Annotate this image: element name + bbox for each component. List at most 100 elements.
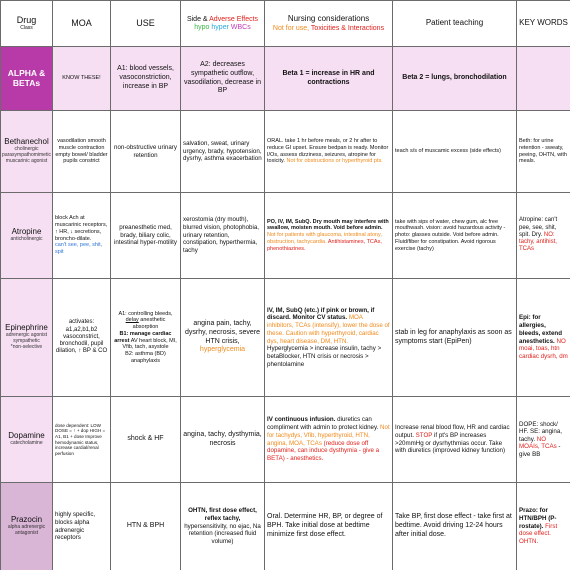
moa-mnemonic: can't see, pee, shit, spit: [55, 242, 103, 255]
header-drug-label: Drug: [16, 15, 37, 26]
nursing-not-for: MOA inhibitors, TCAs (intensify), lower …: [267, 314, 390, 345]
nursing-cell: PO, IV, IM, SubQ. Dry mouth may interfer…: [264, 192, 393, 279]
drug-cell: Prazocin alpha adrenergic antagonist: [0, 482, 53, 570]
header-drug-sub: Class: [20, 24, 33, 31]
table-row: Dopamine catecholamine dose dependent: L…: [0, 396, 570, 483]
nursing-infusion: IV continuous infusion.: [267, 416, 336, 424]
drug-name: Bethanechol: [4, 137, 49, 147]
header-patient-teaching: Patient teaching: [392, 0, 517, 47]
moa-cell: block Ach at muscarinic receptors, ↑ HR,…: [52, 192, 111, 279]
side-effects-first-dose: OHTN, first dose effect, reflex tachy,: [188, 507, 257, 522]
nursing-not-for: Not for patients with glaucoma, intestin…: [267, 232, 382, 245]
side-effects-cell: OHTN, first dose effect, reflex tachy, h…: [180, 482, 265, 570]
header-se-hyper: hyper: [211, 23, 229, 31]
side-effects-hyper: hyperglycemia: [199, 346, 246, 354]
side-effects-text: angina pain, tachy, dysrhy, necrosis, se…: [185, 320, 260, 345]
use-cell: A1: controlling bleeds, delay anesthetic…: [110, 278, 181, 397]
side-effects-cell: xerostomia (dry mouth), blurred vision, …: [180, 192, 265, 279]
keywords-bb: - give BB: [519, 443, 561, 458]
patient-stop: STOP: [415, 431, 433, 439]
table-row: Atropine anticholinergic block Ach at mu…: [0, 192, 570, 279]
moa-cell: vasodilation smooth muscle contraction e…: [52, 110, 111, 193]
use-anesthetic: anesthetic absorption: [132, 317, 166, 331]
keywords-cell: Atropine: can't pee, see, shit, spit. Dr…: [516, 192, 570, 279]
drug-cell: Dopamine catecholamine: [0, 396, 53, 483]
moa-cell: KNOW THESE!: [52, 46, 111, 111]
nursing-text: PO, IV, IM, SubQ. Dry mouth may interfer…: [267, 218, 389, 232]
patient-teaching-cell: Beta 2 = lungs, bronchodilation: [392, 46, 517, 111]
use-cell: non-obstructive urinary retention: [110, 110, 181, 193]
moa-cell: highly specific, blocks alpha adrenergic…: [52, 482, 111, 570]
nursing-toxicities: Hyperglycemia > increase insulin, tachy …: [267, 345, 382, 368]
drug-name: Prazocin: [10, 515, 43, 525]
header-keywords: KEY WORDS: [516, 0, 570, 47]
keywords-text: Atropine: can't pee, see, shit, spit. Dr…: [519, 217, 558, 238]
header-nursing-1: Nursing considerations: [287, 14, 370, 24]
use-cell: preanesthetic med, brady, biliary colic,…: [110, 192, 181, 279]
use-b2: B2: asthma (BD) anaphylaxis: [125, 350, 166, 364]
header-side-effects: Side & Adverse Effects hypo hyper WBCs: [180, 0, 265, 47]
table-row: Bethanechol cholinergic parasympathomime…: [0, 110, 570, 193]
nursing-cell: Oral. Determine HR, BP, or degree of BPH…: [264, 482, 393, 570]
patient-teaching-cell: Take BP, first dose effect - take first …: [392, 482, 517, 570]
side-effects-cell: A2: decreases sympathetic outflow, vasod…: [180, 46, 265, 111]
nursing-cell: Beta 1 = increase in HR and contractions: [264, 46, 393, 111]
use-cell: shock & HF: [110, 396, 181, 483]
drug-class: cholinergic parasympathomimetic muscarin…: [2, 146, 51, 164]
nursing-not-for: Not for tachydys, Vfib, hyperthyroid, HT…: [267, 424, 390, 447]
table-row: Epinephrine adrenergic agonist sympathet…: [0, 278, 570, 397]
patient-text: Increase renal blood flow, HR and cardia…: [395, 424, 510, 439]
drug-class: adrenergic agonist: [5, 332, 48, 339]
keywords-cell: Prazo: for HTN/BPH (P-rostate). First do…: [516, 482, 570, 570]
table-row: ALPHA & BETAs KNOW THESE! A1: blood vess…: [0, 46, 570, 111]
nursing-cell: ORAL. take 1 hr before meals, or 2 hr af…: [264, 110, 393, 193]
header-moa: MOA: [52, 0, 111, 47]
moa-cell: dose dependent: LOW DOSE = ↑ + dop HIGH …: [52, 396, 111, 483]
drug-class: anticholinergic: [10, 236, 43, 243]
patient-teaching-cell: teach s/s of muscamic excess (side effec…: [392, 110, 517, 193]
keywords-text: Epi: for allergies, bleeds, extend anest…: [519, 314, 562, 345]
header-nursing: Nursing considerations Not for use, Toxi…: [264, 0, 393, 47]
side-effects-text: hypersensitivity, no ejac, Na retention …: [184, 522, 261, 546]
nursing-interactions: Antihistamines, TCAs, phenothiazines.: [267, 238, 382, 252]
keywords-no: NO MOAIs, TCAs: [519, 435, 557, 451]
nursing-interactions: (reduce dose off dopamine, can induce dy…: [267, 439, 380, 463]
drug-class: catecholamine: [10, 440, 43, 447]
use-delay: delay: [125, 317, 139, 324]
patient-teaching-cell: stab in leg for anaphylaxis as soon as s…: [392, 278, 517, 397]
keywords-cell: [516, 46, 570, 111]
drug-name: ALPHA & BETAs: [0, 46, 53, 111]
header-se-1: Side &: [186, 16, 210, 24]
header-se-wbcs: WBCs: [230, 23, 251, 31]
keywords-no: NO moai, toas, htn cardiac dysrh, dm: [519, 337, 568, 361]
drug-name: Dopamine: [8, 431, 45, 441]
table-row: Prazocin alpha adrenergic antagonist hig…: [0, 482, 570, 570]
nursing-cell: IV continuous infusion. diuretics can co…: [264, 396, 393, 483]
side-effects-cell: salvation, sweat, urinary urgency, brady…: [180, 110, 265, 193]
keywords-no: NO: tachy, antihist, TCAs: [519, 231, 557, 253]
drug-cell: Epinephrine adrenergic agonist sympathet…: [0, 278, 53, 397]
keywords-text: Prazo: for HTN/BPH (P-rostate).: [519, 507, 557, 530]
nursing-text: ORAL. take 1 hr before meals, or 2 hr af…: [267, 138, 389, 165]
nursing-text: diuretics can compliment with admin to p…: [267, 416, 381, 431]
drug-class-2: sympathetic: [13, 338, 40, 345]
use-cell: A1: blood vessels, vasoconstriction, inc…: [110, 46, 181, 111]
nursing-text: IV, IM, SubQ (etc.) if pink or brown, if…: [267, 306, 375, 322]
use-cell: HTN & BPH: [110, 482, 181, 570]
keywords-cell: DOPE: shock/ HF. SE: angina, tachy. NO M…: [516, 396, 570, 483]
header-nursing-3: Toxicities & Interactions: [310, 24, 385, 32]
keywords-first-dose: First dose effect. OHTN.: [519, 522, 558, 546]
use-a1: A1: controlling bleeds,: [118, 310, 173, 317]
drug-class-3: *non-selective: [10, 343, 43, 350]
header-use: USE: [110, 0, 181, 47]
header-row: Drug Class MOA USE Side & Adverse Effect…: [0, 0, 570, 47]
drug-class: alpha adrenergic antagonist: [7, 524, 46, 536]
moa-text: block Ach at muscarinic receptors, ↑ HR,…: [55, 215, 108, 242]
keywords-cell: Beth: for urine retention - sweaty, peei…: [516, 110, 570, 193]
drug-name: Atropine: [11, 227, 42, 237]
drug-cell: Atropine anticholinergic: [0, 192, 53, 279]
patient-teaching-cell: Increase renal blood flow, HR and cardia…: [392, 396, 517, 483]
patient-text-2: if pt's BP increases >20mmHg or dysrhyth…: [395, 431, 506, 455]
header-se-2: Adverse Effects: [209, 16, 259, 24]
use-b1: B1: manage cardiac arrest: [114, 330, 172, 344]
